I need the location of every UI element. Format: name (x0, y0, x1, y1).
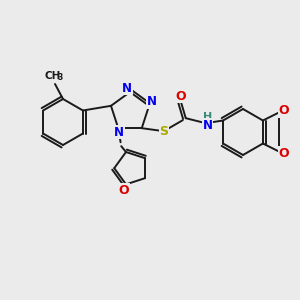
Text: 3: 3 (57, 74, 63, 82)
Text: O: O (279, 147, 289, 160)
Text: N: N (147, 95, 157, 108)
Text: H: H (203, 112, 212, 122)
Text: O: O (176, 90, 186, 103)
Text: N: N (122, 82, 132, 94)
Text: N: N (203, 119, 213, 132)
Text: O: O (279, 104, 289, 117)
Text: S: S (159, 125, 168, 138)
Text: CH: CH (45, 71, 61, 81)
Text: N: N (114, 126, 124, 139)
Text: O: O (119, 184, 129, 197)
